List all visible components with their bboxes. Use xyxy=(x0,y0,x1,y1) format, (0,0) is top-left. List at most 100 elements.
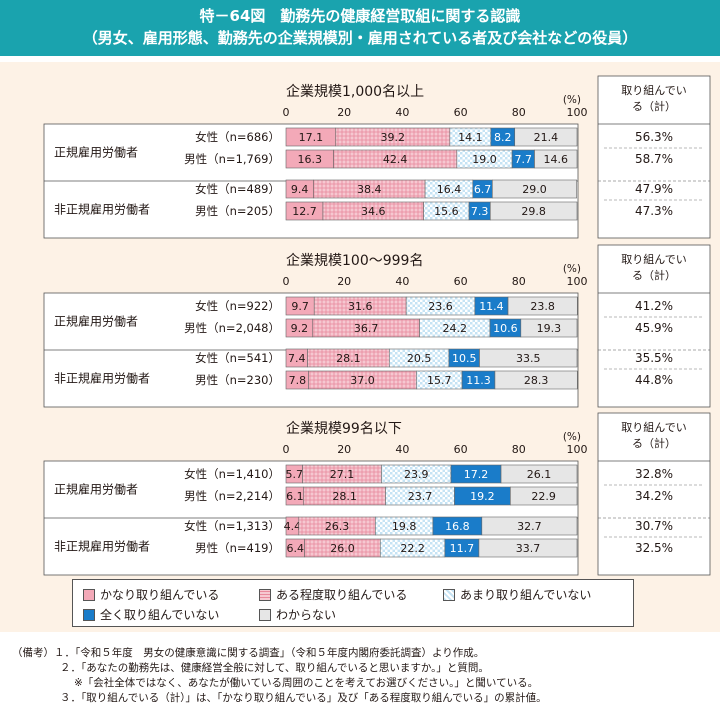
panel-1-label-2-seg-4: 7.7 xyxy=(515,153,533,166)
panel-3-tick-60: 60 xyxy=(454,443,468,456)
panel-3-unit: (%) xyxy=(563,431,581,443)
panel-1-tick-80: 80 xyxy=(512,106,526,119)
panel-2-total-header-2: る（計） xyxy=(632,268,676,282)
panel-1-label-2-seg-2: 42.4 xyxy=(383,153,408,166)
panel-1-group-label-1: 正規雇用労働者 xyxy=(54,145,138,160)
panel-1-row-label-2: 男性（n=1,769） xyxy=(184,152,280,166)
panel-2-title: 企業規模100～999名 xyxy=(286,252,423,269)
panel-2-unit: (%) xyxy=(563,263,581,275)
panel-1-label-3-seg-4: 6.7 xyxy=(474,183,492,196)
panel-2-row-label-4: 男性（n=230） xyxy=(195,373,280,387)
panel-3-label-2-seg-4: 19.2 xyxy=(470,490,495,503)
panel-2-label-2-seg-3: 24.2 xyxy=(443,322,468,335)
panel-1-unit: (%) xyxy=(563,94,581,106)
panel-2-total-4: 44.8% xyxy=(635,373,673,387)
panel-2-tick-80: 80 xyxy=(512,275,526,288)
panel-3-label-4-seg-5: 33.7 xyxy=(516,542,541,555)
panel-3-row-label-4: 男性（n=419） xyxy=(195,541,280,555)
legend-swatch-4 xyxy=(83,608,95,621)
panel-1-row-label-1: 女性（n=686） xyxy=(195,130,280,144)
panel-1-total-2: 58.7% xyxy=(635,152,673,166)
figure-title: 特－64図 勤務先の健康経営取組に関する認識 xyxy=(199,7,521,25)
panel-2-bar-4-seg-5 xyxy=(494,370,578,390)
panel-2-bar-3-seg-5 xyxy=(479,348,578,368)
panel-2-group-label-1: 正規雇用労働者 xyxy=(54,314,138,329)
panel-3-label-4-seg-2: 26.0 xyxy=(330,542,355,555)
panel-2-total-2: 45.9% xyxy=(635,321,673,335)
panel-2-label-2-seg-1: 9.2 xyxy=(291,322,309,335)
panel-2-tick-0: 0 xyxy=(283,275,290,288)
panel-1-label-1-seg-2: 39.2 xyxy=(381,131,406,144)
panel-2-total-box xyxy=(597,244,711,408)
panel-3-tick-40: 40 xyxy=(395,443,409,456)
panel-3-total-1: 32.8% xyxy=(635,467,673,481)
panel-2-tick-20: 20 xyxy=(337,275,351,288)
panel-2-total-1: 41.2% xyxy=(635,299,673,313)
panel-3-tick-20: 20 xyxy=(337,443,351,456)
panel-2-total-3: 35.5% xyxy=(635,351,673,365)
panel-3-group-label-1: 正規雇用労働者 xyxy=(54,482,138,497)
panel-2-tick-100: 100 xyxy=(567,275,588,288)
panel-3-label-2-seg-3: 23.7 xyxy=(408,490,433,503)
panel-2-label-2-seg-2: 36.7 xyxy=(354,322,379,335)
panel-3-total-header-1: 取り組んでい xyxy=(621,421,686,434)
panel-2-row-label-3: 女性（n=541） xyxy=(195,351,280,365)
legend-swatch-3 xyxy=(443,588,455,601)
panel-1-row-label-3: 女性（n=489） xyxy=(195,182,280,196)
panel-3-label-4-seg-1: 6.4 xyxy=(287,542,305,555)
panel-2-label-4-seg-1: 7.8 xyxy=(289,374,307,387)
panel-1-row-label-4: 男性（n=205） xyxy=(195,204,280,218)
panel-3-total-header-2: る（計） xyxy=(632,436,676,450)
panel-3-label-3-seg-5: 32.7 xyxy=(517,520,542,533)
panel-3-bar-3-seg-5 xyxy=(481,516,578,536)
panel-1-tick-40: 40 xyxy=(395,106,409,119)
panel-3-label-3-seg-4: 16.8 xyxy=(445,520,470,533)
panel-2-bar-2-seg-5 xyxy=(520,318,578,338)
panel-1-label-1-seg-4: 8.2 xyxy=(494,131,512,144)
panel-1-total-header-2: る（計） xyxy=(632,99,676,113)
panel-2-total-header-1: 取り組んでい xyxy=(621,253,686,266)
panel-3-bar-1-seg-5 xyxy=(500,464,578,484)
panel-1-label-1-seg-5: 21.4 xyxy=(534,131,559,144)
panel-3-label-3-seg-2: 26.3 xyxy=(325,520,350,533)
legend: かなり取り組んでいる ある程度取り組んでいる あまり取り組んでいない 全く取り組… xyxy=(72,579,634,627)
legend-label-2: ある程度取り組んでいる xyxy=(276,588,408,602)
panel-1-label-4-seg-4: 7.3 xyxy=(471,205,489,218)
panel-1-tick-20: 20 xyxy=(337,106,351,119)
panel-1-label-3-seg-1: 9.4 xyxy=(291,183,309,196)
panel-3-label-3-seg-1: 4.4 xyxy=(284,520,302,533)
panel-1-title: 企業規模1,000名以上 xyxy=(286,83,424,100)
panel-3-label-1-seg-2: 27.1 xyxy=(330,468,355,481)
panel-3-row-label-2: 男性（n=2,214） xyxy=(184,489,280,503)
legend-item-1: かなり取り組んでいる xyxy=(83,586,219,603)
panel-2-label-2-seg-4: 10.6 xyxy=(493,322,518,335)
panel-3-tick-0: 0 xyxy=(283,443,290,456)
legend-label-5: わからない xyxy=(276,608,337,622)
panel-3-title: 企業規模99名以下 xyxy=(286,420,402,437)
legend-item-2: ある程度取り組んでいる xyxy=(259,586,407,603)
panel-3-total-2: 34.2% xyxy=(635,489,673,503)
panel-2-group-label-2: 非正規雇用労働者 xyxy=(54,371,150,386)
figure-subtitle: （男女、雇用形態、勤務先の企業規模別・雇用されている者及び会社などの役員） xyxy=(82,29,638,47)
notes: （備考）１．「令和５年度 男女の健康意識に関する調査」（令和５年度内閣府委託調査… xyxy=(12,646,712,706)
panel-2-row-label-2: 男性（n=2,048） xyxy=(184,321,280,335)
legend-label-4: 全く取り組んでいない xyxy=(100,608,220,622)
legend-swatch-5 xyxy=(259,608,271,621)
panel-2-label-3-seg-5: 33.5 xyxy=(516,352,541,365)
panel-2-label-3-seg-1: 7.4 xyxy=(288,352,306,365)
panel-3-label-2-seg-5: 22.9 xyxy=(531,490,556,503)
panel-3-label-4-seg-3: 22.2 xyxy=(400,542,425,555)
panel-1-label-2-seg-5: 14.6 xyxy=(544,153,569,166)
legend-item-3: あまり取り組んでいない xyxy=(443,586,591,603)
panel-1-label-4-seg-2: 34.6 xyxy=(361,205,386,218)
legend-item-4: 全く取り組んでいない xyxy=(83,606,219,623)
panel-1-tick-0: 0 xyxy=(283,106,290,119)
panel-2-label-4-seg-2: 37.0 xyxy=(350,374,375,387)
panel-2-label-4-seg-3: 15.7 xyxy=(427,374,452,387)
panel-2-label-1-seg-2: 31.6 xyxy=(348,300,373,313)
panel-1-label-2-seg-1: 16.3 xyxy=(297,153,322,166)
legend-swatch-1 xyxy=(83,588,95,601)
figure-header: 特－64図 勤務先の健康経営取組に関する認識 （男女、雇用形態、勤務先の企業規模… xyxy=(0,0,720,56)
note-3: ※「会社全体ではなく、あなたが働いている周囲のことを考えてお選びください。」と聞… xyxy=(74,677,539,689)
